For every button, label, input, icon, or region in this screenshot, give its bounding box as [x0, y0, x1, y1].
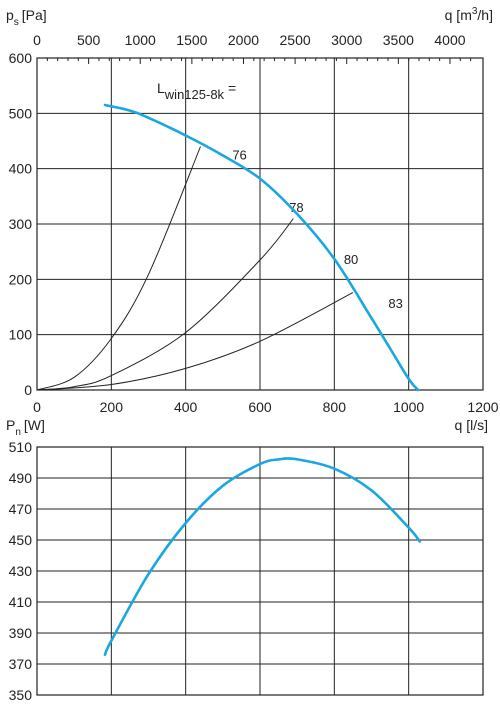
- power-y-tick-label: 370: [9, 656, 33, 672]
- pressure-y-tick-label: 200: [9, 271, 33, 287]
- power-y-tick-label: 450: [9, 532, 33, 548]
- power-plot-frame: [36, 446, 484, 696]
- airflow-ls-tick-label: 1200: [467, 399, 498, 415]
- power-chart: 350 370 390 410 430 450 470 490 510 Pn [W]: [6, 417, 484, 703]
- airflow-m3h-axis-label: q [m3/h]: [445, 6, 493, 23]
- airflow-ls-tick-label: 200: [100, 399, 124, 415]
- pressure-y-tick-label: 100: [9, 327, 33, 343]
- airflow-ls-tick-label: 0: [33, 399, 41, 415]
- power-y-tick-label: 510: [9, 439, 33, 455]
- sound-level-label-80: 80: [344, 252, 358, 267]
- airflow-ls-tick-label: 800: [323, 399, 347, 415]
- airflow-m3h-tick-label: 1500: [176, 32, 207, 48]
- power-y-tick-label: 470: [9, 501, 33, 517]
- pressure-y-tick-label: 400: [9, 161, 33, 177]
- power-frame: [36, 446, 484, 696]
- power-y-tick-label: 430: [9, 563, 33, 579]
- sound-level-label-76: 76: [232, 147, 246, 162]
- pressure-grid: [37, 58, 483, 390]
- airflow-m3h-tick-label: 3500: [383, 32, 414, 48]
- power-axis-label: Pn [W]: [6, 417, 45, 438]
- airflow-ls-tick-label: 1000: [393, 399, 424, 415]
- pressure-y-tick-label: 500: [9, 105, 33, 121]
- system-curve-76: [36, 146, 201, 391]
- pressure-plot-frame: [36, 57, 484, 391]
- power-tick-labels: 350 370 390 410 430 450 470 490 510: [9, 439, 33, 703]
- power-y-tick-label: 350: [9, 687, 33, 703]
- pressure-fan-curve: [103, 103, 420, 392]
- sound-level-annotation: Lwin125-8k =: [157, 80, 236, 102]
- airflow-m3h-tick-label: 500: [77, 32, 101, 48]
- airflow-ls-tick-label: 600: [248, 399, 272, 415]
- airflow-ls-axis-label: q [l/s]: [455, 417, 488, 433]
- system-curve-80: [36, 292, 354, 391]
- pressure-y-tick-label: 300: [9, 216, 33, 232]
- pressure-frame: [36, 57, 484, 391]
- system-curve-78: [36, 218, 294, 391]
- pressure-y-tick-label: 0: [24, 382, 32, 398]
- power-y-tick-label: 490: [9, 470, 33, 486]
- power-y-tick-label: 390: [9, 625, 33, 641]
- pressure-y-tick-label: 600: [9, 50, 33, 66]
- power-curve: [103, 457, 422, 656]
- airflow-ls-tick-label: 400: [174, 399, 198, 415]
- airflow-m3h-tick-label: 2500: [280, 32, 311, 48]
- power-y-tick-label: 410: [9, 594, 33, 610]
- airflow-m3h-tick-label: 3000: [331, 32, 362, 48]
- power-grid: [37, 447, 483, 695]
- airflow-m3h-tick-label: 4000: [434, 32, 465, 48]
- airflow-m3h-tick-label: 1000: [125, 32, 156, 48]
- sound-level-label-83: 83: [388, 296, 402, 311]
- power-fan-curve: [103, 457, 422, 656]
- pressure-axis-label: ps [Pa]: [6, 7, 47, 28]
- airflow-m3h-tick-label: 2000: [228, 32, 259, 48]
- fan-curve: [103, 103, 420, 392]
- airflow-m3h-tick-label: 0: [33, 32, 41, 48]
